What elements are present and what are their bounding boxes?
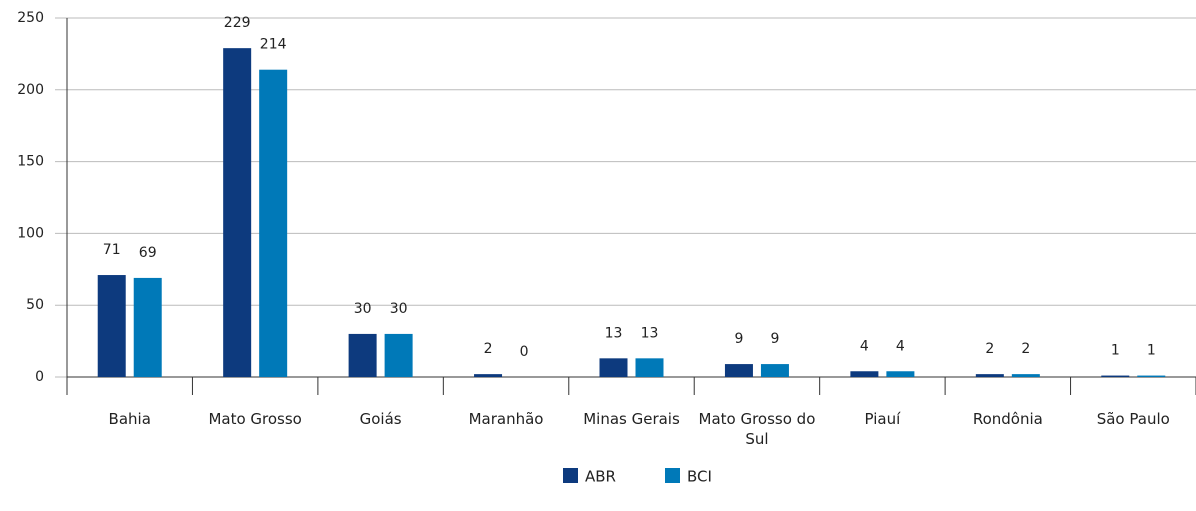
x-tick-label: Goiás — [359, 410, 402, 428]
x-tick-label: Minas Gerais — [583, 410, 680, 428]
x-tick-label: São Paulo — [1096, 410, 1170, 428]
data-label: 71 — [103, 242, 121, 258]
y-tick-label: 200 — [17, 82, 44, 98]
y-tick-label: 250 — [17, 10, 44, 26]
data-label: 4 — [860, 338, 869, 354]
data-label: 9 — [770, 331, 779, 347]
bar — [850, 371, 879, 377]
data-label: 2 — [484, 341, 493, 357]
bar — [635, 358, 664, 377]
legend-swatch — [665, 468, 680, 483]
data-label: 69 — [139, 245, 157, 261]
x-tick-label: Mato Grosso do Sul — [698, 410, 816, 448]
bar — [1137, 375, 1166, 377]
bar — [724, 364, 753, 377]
bar — [474, 374, 503, 377]
bar — [97, 275, 126, 377]
bar — [886, 371, 915, 377]
y-tick-label: 100 — [17, 225, 44, 241]
bar — [1101, 375, 1130, 377]
x-tick-label: Mato Grosso — [208, 410, 302, 428]
bar — [760, 364, 789, 377]
x-tick-label: Bahia — [108, 410, 151, 428]
data-label: 2 — [985, 341, 994, 357]
bar — [975, 374, 1004, 377]
data-label: 1 — [1111, 343, 1120, 359]
data-label: 30 — [390, 301, 408, 317]
bar — [259, 69, 288, 378]
x-tick-label: Maranhão — [468, 410, 544, 428]
data-label: 13 — [641, 325, 659, 341]
legend-swatch — [563, 468, 578, 483]
data-label: 30 — [354, 301, 372, 317]
x-tick-label: Piauí — [864, 410, 901, 428]
data-label: 214 — [260, 37, 287, 53]
data-label: 0 — [520, 344, 529, 360]
bar — [348, 333, 377, 377]
y-tick-label: 50 — [26, 297, 44, 313]
y-tick-label: 0 — [35, 369, 44, 385]
bar — [133, 277, 162, 377]
legend-label: BCI — [687, 468, 712, 486]
data-label: 229 — [224, 15, 251, 31]
data-label: 4 — [896, 338, 905, 354]
y-tick-label: 150 — [17, 154, 44, 170]
data-label: 2 — [1021, 341, 1030, 357]
bar — [599, 358, 628, 377]
bar — [1011, 374, 1040, 377]
data-label: 13 — [605, 325, 623, 341]
bar — [223, 48, 252, 377]
data-label: 1 — [1147, 343, 1156, 359]
data-label: 9 — [734, 331, 743, 347]
legend-label: ABR — [585, 468, 616, 486]
bar — [384, 333, 413, 377]
x-tick-label: Rondônia — [972, 410, 1043, 428]
